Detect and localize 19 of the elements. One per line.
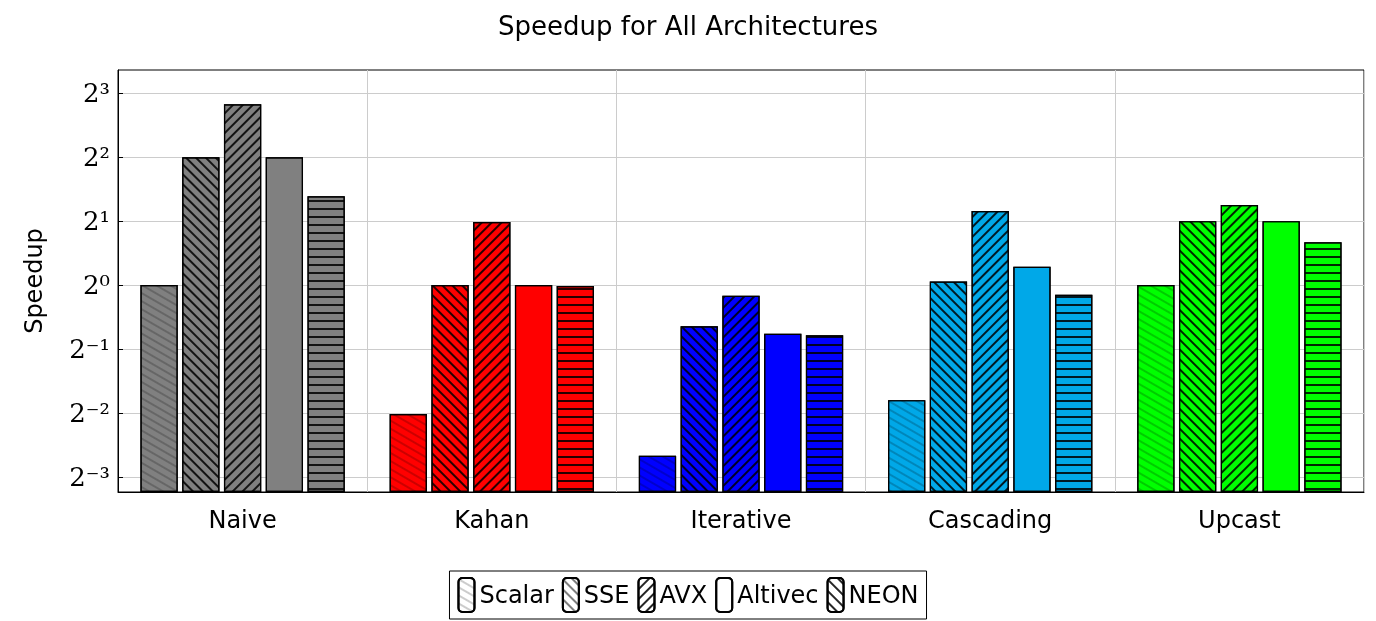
x-tick-label: Iterative [690,506,792,534]
y-tick-label: 2⁰ [83,270,110,301]
legend-label: Altivec [737,581,819,609]
y-axis-title: Speedup [20,228,48,334]
legend-label: Scalar [479,581,554,609]
x-tick-label: Naive [208,506,277,534]
x-tick-label: Cascading [928,506,1053,534]
legend-label: SSE [583,581,630,609]
x-tick-label: Upcast [1198,506,1281,534]
chart-title: Speedup for All Architectures [498,11,878,41]
y-tick-label: 2¹ [83,206,110,237]
y-tick-label: 2⁻³ [69,461,110,492]
y-tick-label: 2² [83,142,110,173]
legend-label: AVX [659,581,708,609]
y-tick-label: 2⁻¹ [69,333,110,364]
y-tick-label: 2⁻² [69,397,110,428]
x-tick-label: Kahan [454,506,530,534]
legend-label: NEON [848,581,919,609]
y-tick-label: 2³ [83,78,110,109]
